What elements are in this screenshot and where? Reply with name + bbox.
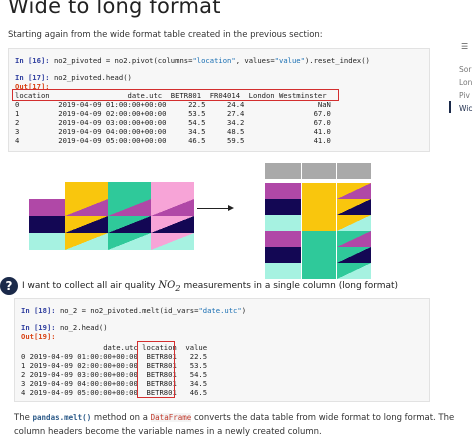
description-line-1: The pandas.melt() method on a DataFrame … bbox=[14, 413, 454, 423]
math-no2: NO2 bbox=[158, 280, 181, 293]
value-cell-yellow-navy bbox=[337, 199, 371, 215]
value-cell-green-mint bbox=[108, 233, 151, 250]
code-string: "value" bbox=[274, 56, 305, 65]
value-cell-yellow-navy bbox=[65, 216, 108, 233]
variable-cell-yellow bbox=[302, 183, 336, 199]
value-cell-green-mint bbox=[337, 263, 371, 279]
index-cell-navy bbox=[29, 216, 65, 233]
value-cell-green-purple bbox=[337, 231, 371, 247]
question-text: I want to collect all air quality NO2 me… bbox=[22, 280, 398, 293]
intro-text: Starting again from the wide format tabl… bbox=[8, 30, 323, 40]
text: converts the data table from wide format… bbox=[191, 413, 455, 423]
value-cell-yellow-mint bbox=[65, 233, 108, 250]
question-icon: ? bbox=[0, 277, 18, 295]
code-string: "date.utc" bbox=[198, 306, 242, 315]
header-highlight-box bbox=[12, 89, 339, 101]
index-cell-navy bbox=[265, 199, 301, 215]
index-cell-mint bbox=[265, 215, 301, 231]
code-block-pivot: In [16]: no2_pivoted = no2.pivot(columns… bbox=[8, 48, 430, 152]
variable-cell-green bbox=[302, 231, 336, 247]
table-row: 0 2019-04-09 01:00:00+00:00 BETR801 22.5 bbox=[21, 352, 208, 361]
table-row: 1 2019-04-09 02:00:00+00:00 53.5 27.4 67… bbox=[15, 109, 331, 118]
value-cell-yellow-mint bbox=[337, 215, 371, 231]
description-line-2: column headers become the variable names… bbox=[14, 427, 322, 437]
header-cell-pink bbox=[151, 182, 194, 199]
code-string: "location" bbox=[192, 56, 236, 65]
code-text: ) bbox=[241, 306, 247, 315]
index-cell-mint bbox=[29, 233, 65, 250]
variable-cell-yellow bbox=[302, 215, 336, 231]
text: The bbox=[14, 413, 33, 423]
index-cell-purple bbox=[265, 183, 301, 199]
header-cell-grey bbox=[265, 163, 301, 179]
dataframe-code: DataFrame bbox=[150, 413, 192, 422]
code-line-in16: In [16]: no2_pivoted = no2.pivot(columns… bbox=[15, 56, 370, 65]
table-header: location date.utc BETR801 FR04014 London… bbox=[15, 91, 327, 100]
table-row: 2 2019-04-09 03:00:00+00:00 54.5 34.2 67… bbox=[15, 118, 331, 127]
arrow-line bbox=[197, 208, 229, 209]
table-row: 3 2019-04-09 04:00:00+00:00 34.5 48.5 41… bbox=[15, 127, 331, 136]
header-cell-grey bbox=[337, 163, 371, 179]
code-text: no2_pivoted.head() bbox=[49, 73, 132, 82]
math-subscript: 2 bbox=[175, 283, 181, 293]
code-text: ).reset_index() bbox=[304, 56, 370, 65]
table-header: date.utc location value bbox=[21, 343, 208, 352]
toc-item-wide[interactable]: Wic bbox=[459, 104, 473, 113]
variable-cell-yellow bbox=[302, 199, 336, 215]
value-cell-yellow-purple bbox=[337, 183, 371, 199]
value-cell-pink-purple bbox=[151, 199, 194, 216]
code-line-in19: In [19]: no_2.head() bbox=[21, 323, 108, 332]
value-cell-green-navy bbox=[337, 247, 371, 263]
question-text-before: I want to collect all air quality bbox=[22, 281, 159, 291]
list-icon[interactable]: ☰ bbox=[461, 42, 469, 51]
table-row: 4 2019-04-09 05:00:00+00:00 46.5 59.5 41… bbox=[15, 136, 331, 145]
variable-cell-green bbox=[302, 263, 336, 279]
table-row: 2 2019-04-09 03:00:00+00:00 BETR801 54.5 bbox=[21, 370, 208, 379]
toc-item-sort[interactable]: Sor bbox=[459, 65, 472, 74]
header-cell-grey bbox=[302, 163, 336, 179]
table-row: 1 2019-04-09 02:00:00+00:00 BETR801 53.5 bbox=[21, 361, 208, 370]
value-cell-yellow-purple bbox=[65, 199, 108, 216]
prompt-out17: Out[17]: bbox=[15, 82, 50, 91]
code-text: no_2.head() bbox=[55, 323, 108, 332]
value-cell-pink-mint bbox=[151, 233, 194, 250]
variable-cell-green bbox=[302, 247, 336, 263]
code-text: , values= bbox=[235, 56, 275, 65]
table-row: 4 2019-04-09 05:00:00+00:00 BETR801 46.5 bbox=[21, 388, 208, 397]
code-line-in18: In [18]: no_2 = no2_pivoted.melt(id_vars… bbox=[21, 306, 246, 315]
index-cell-purple bbox=[29, 199, 65, 216]
prompt-in19: In [19]: bbox=[21, 323, 56, 332]
code-line-in17: In [17]: no2_pivoted.head() bbox=[15, 73, 132, 82]
prompt-in17: In [17]: bbox=[15, 73, 50, 82]
index-cell-navy bbox=[265, 247, 301, 263]
arrow-right-icon bbox=[228, 205, 234, 211]
value-cell-pink-navy bbox=[151, 216, 194, 233]
table-of-contents: ☰ Sor Lon Piv Wic bbox=[449, 35, 474, 125]
text: method on a bbox=[91, 413, 151, 423]
prompt-in18: In [18]: bbox=[21, 306, 56, 315]
index-cell-purple bbox=[265, 231, 301, 247]
table-row: 3 2019-04-09 04:00:00+00:00 BETR801 34.5 bbox=[21, 379, 208, 388]
code-block-melt: In [18]: no_2 = no2_pivoted.melt(id_vars… bbox=[14, 298, 430, 402]
page-title: Wide to long format bbox=[8, 0, 221, 18]
value-cell-green-purple bbox=[108, 199, 151, 216]
math-no: NO bbox=[158, 280, 176, 291]
index-cell-mint bbox=[265, 263, 301, 279]
location-column-highlight-box bbox=[137, 341, 175, 398]
header-cell-yellow bbox=[65, 182, 108, 199]
code-text: no_2 = no2_pivoted.melt(id_vars= bbox=[55, 306, 199, 315]
toc-item-long[interactable]: Lon bbox=[459, 78, 473, 87]
prompt-out19: Out[19]: bbox=[21, 332, 56, 341]
value-cell-green-navy bbox=[108, 216, 151, 233]
header-cell-green bbox=[108, 182, 151, 199]
melt-method-link[interactable]: pandas.melt() bbox=[32, 413, 92, 422]
table-row: 0 2019-04-09 01:00:00+00:00 22.5 24.4 Na… bbox=[15, 100, 331, 109]
toc-item-pivot[interactable]: Piv bbox=[459, 91, 470, 100]
prompt-in16: In [16]: bbox=[15, 56, 50, 65]
toc-active-indicator bbox=[449, 101, 451, 113]
code-text: no2_pivoted = no2.pivot(columns= bbox=[49, 56, 193, 65]
question-text-after: measurements in a single column (long fo… bbox=[180, 281, 399, 291]
